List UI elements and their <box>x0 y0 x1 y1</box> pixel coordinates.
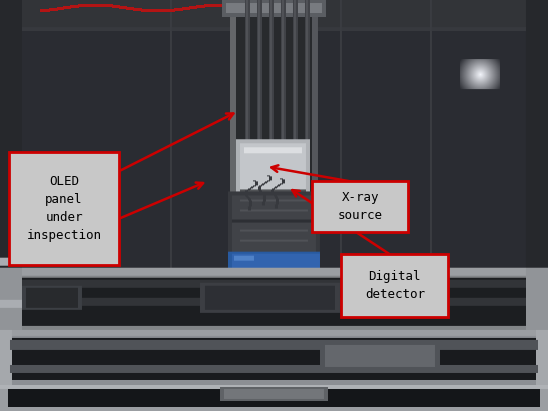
Text: X-ray
source: X-ray source <box>338 191 383 222</box>
FancyBboxPatch shape <box>341 254 448 317</box>
FancyBboxPatch shape <box>9 152 119 265</box>
FancyBboxPatch shape <box>312 181 408 232</box>
Text: Digital
detector: Digital detector <box>365 270 425 301</box>
Text: OLED
panel
under
inspection: OLED panel under inspection <box>27 175 101 242</box>
